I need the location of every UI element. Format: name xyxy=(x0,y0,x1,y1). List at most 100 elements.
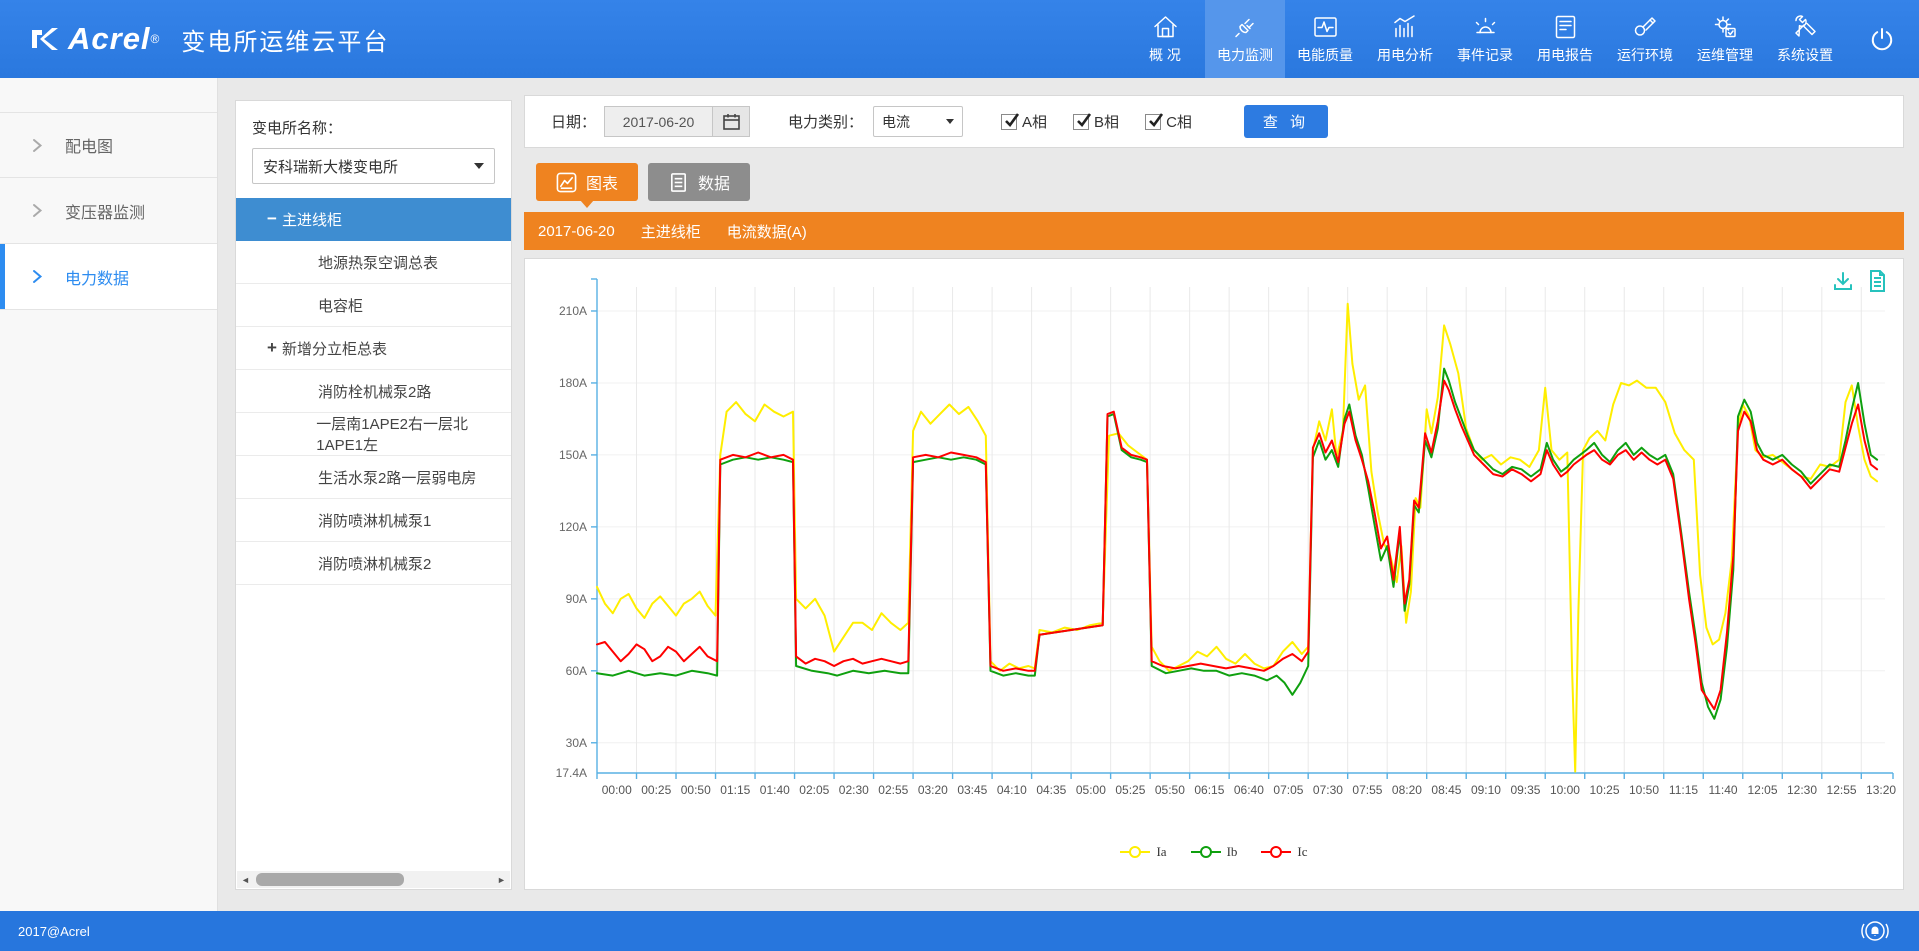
logout-power-button[interactable] xyxy=(1845,26,1919,52)
svg-text:12:55: 12:55 xyxy=(1827,783,1857,797)
tab-chart-label: 图表 xyxy=(586,170,618,194)
chart-title-metric: 电流数据(A) xyxy=(727,221,807,242)
logo-registered-mark: ® xyxy=(151,32,160,46)
power-type-select[interactable]: 电流 xyxy=(873,106,963,137)
nav-item-7[interactable]: 运行环境 xyxy=(1605,0,1685,78)
scroll-left-arrow[interactable]: ◄ xyxy=(237,871,254,888)
tree-node-2[interactable]: 地源热泵空调总表 xyxy=(236,241,511,284)
nav-item-label: 事件记录 xyxy=(1457,45,1513,65)
expand-icon[interactable]: + xyxy=(262,338,282,358)
checkbox-checked-icon[interactable] xyxy=(1001,114,1017,130)
legend-label: Ib xyxy=(1227,844,1238,860)
nav-item-9[interactable]: 系统设置 xyxy=(1765,0,1845,78)
phase-checkbox-b[interactable]: B相 xyxy=(1073,111,1119,132)
svg-text:08:45: 08:45 xyxy=(1431,783,1461,797)
event-log-icon xyxy=(1472,13,1499,40)
nav-item-1[interactable]: 概 况 xyxy=(1125,0,1205,78)
station-select[interactable]: 安科瑞新大楼变电所 xyxy=(252,148,495,184)
svg-text:00:25: 00:25 xyxy=(641,783,671,797)
tree-node-5[interactable]: 消防栓机械泵2路 xyxy=(236,370,511,413)
settings-icon xyxy=(1792,13,1819,40)
svg-text:13:20: 13:20 xyxy=(1866,783,1896,797)
data-sheet-icon xyxy=(668,172,689,193)
svg-text:60A: 60A xyxy=(566,664,587,678)
phase-checkbox-c[interactable]: C相 xyxy=(1145,111,1192,132)
svg-text:11:15: 11:15 xyxy=(1669,783,1698,797)
svg-text:00:50: 00:50 xyxy=(681,783,711,797)
calendar-icon xyxy=(723,113,740,130)
tree-node-8[interactable]: 消防喷淋机械泵1 xyxy=(236,499,511,542)
legend-label: Ic xyxy=(1297,844,1307,860)
nav-item-5[interactable]: 事件记录 xyxy=(1445,0,1525,78)
nav-item-8[interactable]: 运维管理 xyxy=(1685,0,1765,78)
tab-chart[interactable]: 图表 xyxy=(536,163,638,201)
svg-text:10:25: 10:25 xyxy=(1589,783,1619,797)
svg-text:01:40: 01:40 xyxy=(760,783,790,797)
nav-item-label: 运行环境 xyxy=(1617,45,1673,65)
nav-item-4[interactable]: 用电分析 xyxy=(1365,0,1445,78)
sidebar-item-1[interactable]: 配电图 xyxy=(0,112,217,178)
tab-data-label: 数据 xyxy=(698,170,730,194)
power-quality-icon xyxy=(1312,13,1339,40)
legend-item-ic[interactable]: Ic xyxy=(1261,844,1307,860)
tree-node-7[interactable]: 生活水泵2路一层弱电房 xyxy=(236,456,511,499)
export-data-icon[interactable] xyxy=(1865,269,1889,293)
legend-item-ia[interactable]: Ia xyxy=(1120,844,1166,860)
chart-container: 30A60A90A120A150A180A210A17.4A00:0000:25… xyxy=(524,258,1904,890)
sidebar-item-label: 电力数据 xyxy=(65,265,129,289)
current-line-chart: 30A60A90A120A150A180A210A17.4A00:0000:25… xyxy=(533,267,1897,827)
scroll-right-arrow[interactable]: ► xyxy=(493,871,510,888)
tab-data[interactable]: 数据 xyxy=(648,163,750,201)
tree-node-label: 消防喷淋机械泵2 xyxy=(318,553,431,574)
legend-marker-icon xyxy=(1261,845,1291,859)
query-button[interactable]: 查 询 xyxy=(1244,105,1328,138)
date-input[interactable]: 2017-06-20 xyxy=(604,106,712,137)
phase-checkbox-a[interactable]: A相 xyxy=(1001,111,1047,132)
nav-item-label: 电力监测 xyxy=(1217,45,1273,65)
svg-text:90A: 90A xyxy=(566,592,587,606)
calendar-button[interactable] xyxy=(712,106,750,137)
line-chart-icon xyxy=(556,172,577,193)
svg-text:210A: 210A xyxy=(559,304,587,318)
legend-item-ib[interactable]: Ib xyxy=(1191,844,1238,860)
tree-node-label: 消防喷淋机械泵1 xyxy=(318,510,431,531)
phase-label: C相 xyxy=(1166,111,1192,132)
chevron-right-icon xyxy=(32,138,43,153)
chevron-down-icon xyxy=(474,163,484,169)
tree-node-label: 主进线柜 xyxy=(282,209,342,230)
checkbox-checked-icon[interactable] xyxy=(1073,114,1089,130)
collapse-icon[interactable]: − xyxy=(262,209,282,229)
tree-node-4[interactable]: +新增分立柜总表 xyxy=(236,327,511,370)
date-label: 日期： xyxy=(551,111,596,132)
nav-item-3[interactable]: 电能质量 xyxy=(1285,0,1365,78)
chevron-down-icon xyxy=(946,119,954,124)
home-icon xyxy=(1152,13,1179,40)
tree-node-label: 一层南1APE2右一层北1APE1左 xyxy=(316,413,511,455)
nav-item-label: 概 况 xyxy=(1149,45,1181,65)
notification-bell-button[interactable] xyxy=(1859,915,1891,947)
query-filter-bar: 日期： 2017-06-20 电力类别： 电流 A相B相C相 查 询 xyxy=(524,95,1904,148)
scroll-thumb[interactable] xyxy=(256,873,404,886)
tree-node-9[interactable]: 消防喷淋机械泵2 xyxy=(236,542,511,585)
power-icon xyxy=(1869,26,1895,52)
svg-text:04:35: 04:35 xyxy=(1036,783,1066,797)
nav-item-6[interactable]: 用电报告 xyxy=(1525,0,1605,78)
sidebar-item-2[interactable]: 变压器监测 xyxy=(0,178,217,244)
svg-text:05:50: 05:50 xyxy=(1155,783,1185,797)
download-icon[interactable] xyxy=(1831,269,1855,293)
usage-analysis-icon xyxy=(1392,13,1419,40)
tree-node-1[interactable]: −主进线柜 xyxy=(236,198,511,241)
svg-text:00:00: 00:00 xyxy=(602,783,632,797)
sidebar-item-3[interactable]: 电力数据 xyxy=(0,244,217,310)
logo: Acrel ® xyxy=(0,21,159,57)
scroll-track[interactable] xyxy=(254,871,493,888)
tree-node-3[interactable]: 电容柜 xyxy=(236,284,511,327)
nav-item-2[interactable]: 电力监测 xyxy=(1205,0,1285,78)
left-sidebar: 配电图变压器监测电力数据 xyxy=(0,78,218,911)
sidebar-item-label: 配电图 xyxy=(65,133,113,157)
checkbox-checked-icon[interactable] xyxy=(1145,114,1161,130)
nav-item-label: 用电分析 xyxy=(1377,45,1433,65)
svg-text:03:20: 03:20 xyxy=(918,783,948,797)
tree-node-6[interactable]: 一层南1APE2右一层北1APE1左 xyxy=(236,413,511,456)
legend-marker-icon xyxy=(1191,845,1221,859)
